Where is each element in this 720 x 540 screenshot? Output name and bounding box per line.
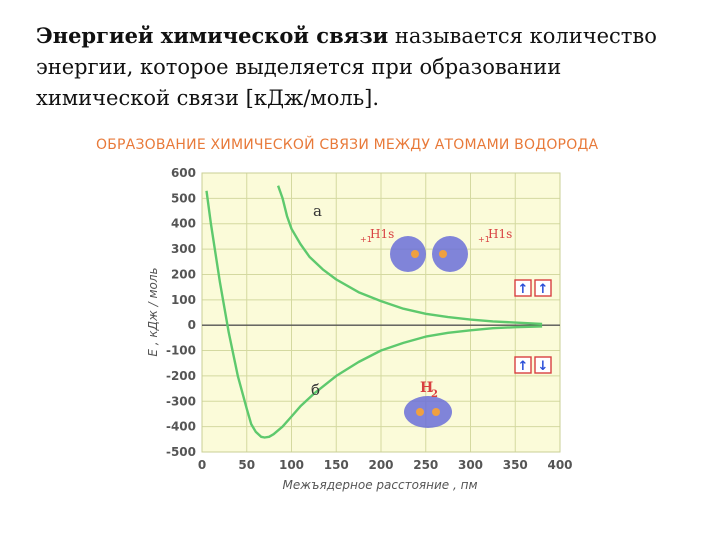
nucleus-dot bbox=[411, 250, 419, 258]
y-tick-label: 0 bbox=[188, 318, 196, 332]
y-tick-label: 200 bbox=[171, 267, 196, 281]
definition-line2: энергии, которое выделяется при образова… bbox=[36, 55, 562, 79]
spin-box bbox=[534, 356, 552, 374]
h2-electron-cloud bbox=[404, 396, 452, 428]
hydrogen-atom-2 bbox=[432, 236, 468, 272]
definition-line3: химической связи [кДж/моль]. bbox=[36, 86, 380, 110]
spin-arrow: ↑ bbox=[518, 359, 529, 374]
definition-text: Энергией химической связи называется кол… bbox=[36, 20, 676, 114]
tick-labels: 0 50 100 150 200 250 300 350 400 600 500 400 300 200 1… bbox=[166, 166, 573, 472]
x-tick-label: 400 bbox=[547, 458, 572, 472]
y-tick-label: 300 bbox=[171, 242, 196, 256]
x-tick-label: 0 bbox=[198, 458, 206, 472]
spin-antiparallel: ↑ ↓ bbox=[514, 356, 552, 374]
atom-orbital-label: H1s bbox=[488, 227, 512, 241]
x-axis-label: Межъядерное расстояние , пм bbox=[282, 478, 477, 492]
definition-term: Энергией химической связи bbox=[36, 23, 389, 48]
spin-arrow: ↑ bbox=[518, 282, 529, 297]
x-tick-label: 350 bbox=[503, 458, 528, 472]
spin-box bbox=[514, 279, 532, 297]
curve-b bbox=[205, 190, 543, 439]
chart-title: ОБРАЗОВАНИЕ ХИМИЧЕСКОЙ СВЯЗИ МЕЖДУ АТОМА… bbox=[96, 137, 599, 153]
definition-line1-rest: называется количество bbox=[388, 24, 657, 48]
grid-lines bbox=[201, 172, 561, 453]
curve-a bbox=[276, 185, 543, 326]
molecule-label: H bbox=[420, 380, 433, 396]
hydrogen-atom-1 bbox=[390, 236, 426, 272]
energy-curves bbox=[205, 185, 543, 439]
x-tick-label: 150 bbox=[324, 458, 349, 472]
x-tick-label: 100 bbox=[279, 458, 304, 472]
spin-diagrams: ↑ ↑↑ ↓ bbox=[514, 279, 552, 374]
y-tick-label: -400 bbox=[166, 420, 196, 434]
x-tick-label: 250 bbox=[413, 458, 438, 472]
x-tick-label: 200 bbox=[368, 458, 393, 472]
y-tick-label: -300 bbox=[166, 394, 196, 408]
spin-parallel: ↑ ↑ bbox=[514, 279, 552, 297]
curve-label-a: а bbox=[313, 202, 322, 220]
y-tick-label: -100 bbox=[166, 344, 196, 358]
h2-molecule-illustration: H2 bbox=[404, 380, 452, 428]
x-tick-label: 50 bbox=[238, 458, 255, 472]
atom-charge: +1 bbox=[478, 235, 490, 244]
y-axis-label: E , кДж / моль bbox=[146, 267, 160, 356]
y-tick-label: -500 bbox=[166, 445, 196, 459]
y-tick-label: 500 bbox=[171, 191, 196, 205]
nucleus-dot bbox=[439, 250, 447, 258]
spin-arrow: ↑ bbox=[538, 282, 549, 297]
spin-box bbox=[514, 356, 532, 374]
y-tick-label: 600 bbox=[171, 166, 196, 180]
molecule-subscript: 2 bbox=[431, 389, 438, 400]
nucleus-dot bbox=[432, 408, 440, 416]
spin-arrow: ↓ bbox=[538, 359, 549, 374]
curve-label-b: б bbox=[311, 381, 320, 399]
y-tick-label: -200 bbox=[166, 369, 196, 383]
y-tick-label: 400 bbox=[171, 217, 196, 231]
plot-frame bbox=[201, 172, 561, 453]
atom-orbital-label: H1s bbox=[370, 227, 394, 241]
y-tick-label: 100 bbox=[171, 293, 196, 307]
nucleus-dot bbox=[416, 408, 424, 416]
spin-box bbox=[534, 279, 552, 297]
atom-charge: +1 bbox=[360, 235, 372, 244]
x-tick-label: 300 bbox=[458, 458, 483, 472]
